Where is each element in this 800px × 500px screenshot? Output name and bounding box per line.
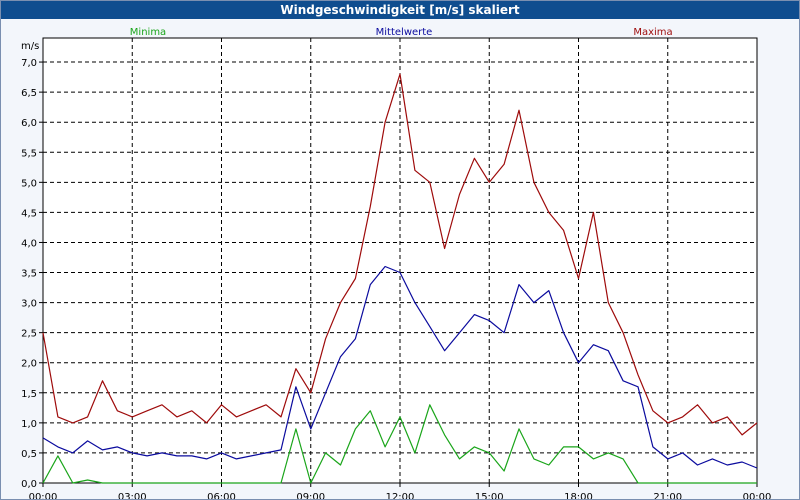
x-tick-time-label: 09:00 [296, 492, 325, 499]
y-tick-label: 3,0 [21, 299, 37, 310]
x-tick-time-label: 21:00 [653, 492, 682, 499]
legend-minima: Minima [130, 27, 166, 38]
x-tick-time-label: 15:00 [475, 492, 504, 499]
legend: Minima Mittelwerte Maxima [130, 27, 673, 38]
y-tick-label: 5,0 [21, 178, 37, 189]
y-tick-label: 1,0 [21, 419, 37, 430]
y-tick-label: 6,0 [21, 118, 37, 129]
grid-lines [43, 38, 757, 483]
chart-title: Windgeschwindigkeit [m/s] skaliert [1, 1, 799, 19]
data-series [42, 73, 758, 484]
series-line-maxima [42, 73, 758, 436]
legend-mittelwerte: Mittelwerte [376, 27, 433, 38]
y-tick-label: 1,5 [21, 389, 37, 400]
y-axis: 0,0 0,5 1,0 1,5 2,0 2,5 3,0 3,5 4,0 4,5 5,0 5,5 6,0 6… [21, 58, 43, 490]
y-tick-label: 2,5 [21, 329, 37, 340]
x-tick-time-label: 00:00 [29, 492, 58, 499]
y-axis-label: m/s [21, 41, 39, 52]
y-tick-label: 2,0 [21, 359, 37, 370]
x-axis: 00:0006.04.1403:0006.04.1406:0006.04.140… [29, 483, 772, 499]
wind-speed-chart: 0,0 0,5 1,0 1,5 2,0 2,5 3,0 3,5 4,0 4,5 5,0 5,5 6,0 6… [21, 27, 772, 499]
y-tick-label: 3,5 [21, 269, 37, 280]
x-tick-time-label: 03:00 [118, 492, 147, 499]
x-tick-time-label: 06:00 [207, 492, 236, 499]
legend-maxima: Maxima [633, 27, 672, 38]
y-tick-label: 4,0 [21, 238, 37, 249]
x-tick-time-label: 00:00 [743, 492, 772, 499]
y-tick-label: 6,5 [21, 88, 37, 99]
x-tick-time-label: 18:00 [564, 492, 593, 499]
y-tick-label: 5,5 [21, 148, 37, 159]
y-tick-label: 4,5 [21, 208, 37, 219]
series-line-mittelwerte [42, 265, 758, 469]
y-tick-label: 0,0 [21, 479, 37, 490]
plot-area [42, 37, 758, 484]
y-tick-label: 0,5 [21, 449, 37, 460]
y-tick-label: 7,0 [21, 58, 37, 69]
x-tick-time-label: 12:00 [386, 492, 415, 499]
series-line-minima [42, 404, 757, 484]
